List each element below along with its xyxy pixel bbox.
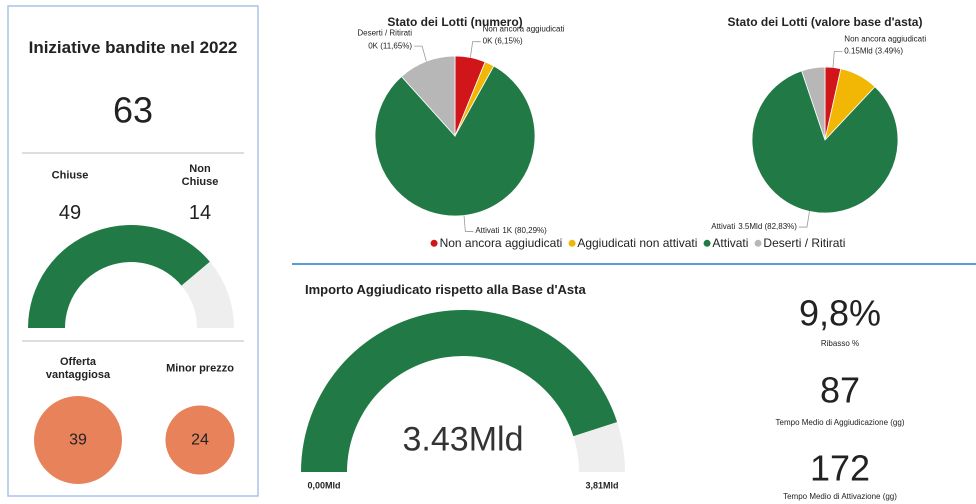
slice-value-label: 0.15Mld (3.49%): [844, 46, 903, 56]
pie-slice: [801, 66, 826, 141]
pie-slice: [400, 55, 456, 138]
slice-name: Non ancora aggiudicati: [482, 23, 565, 33]
legend-swatch: [430, 239, 438, 247]
legend-item: Deserti / Ritirati: [754, 236, 845, 250]
legend-swatch: [754, 239, 762, 247]
gauge-tick-label: 0,00Mld: [307, 480, 341, 491]
category-label: Non Chiuse: [181, 162, 219, 188]
slice-name: Attivati: [711, 222, 736, 232]
slice-value-label: 0K (6,15%): [482, 36, 523, 46]
category-value: 14: [188, 202, 212, 224]
slice-value-label: 0K (11,65%): [368, 40, 413, 50]
gauge-tick-label: 3,81Mld: [585, 480, 619, 491]
kpi-label: Ribasso %: [820, 339, 860, 349]
category-value: 49: [58, 202, 82, 224]
legend-label: Attivati: [712, 235, 749, 250]
bubble: [165, 405, 235, 475]
kpi-value: 9,8%: [798, 292, 882, 334]
bubble: [34, 396, 122, 484]
pie-slice: [374, 65, 536, 217]
leader-line: [469, 41, 481, 58]
legend-swatch: [703, 239, 711, 247]
kpi-value: 87: [819, 369, 861, 411]
total: 63: [112, 89, 154, 131]
bubble-value: 24: [191, 431, 209, 449]
legend: Non ancora aggiudicati Aggiudicati non at…: [430, 235, 845, 250]
gauge-arc: [28, 225, 210, 328]
slice-value-label: 3.5Mld (82,83%): [738, 222, 797, 232]
leader-line: [463, 215, 474, 232]
gauge-track: [573, 422, 625, 472]
legend-label: Non ancora aggiudicati: [439, 235, 563, 250]
legend-item: Aggiudicati non attivati: [568, 236, 697, 250]
gauge-arc: [181, 261, 234, 328]
slice-value-label: 1K (80,29%): [502, 226, 547, 236]
slice-label: Attivati 3.5Mld (82,83%): [711, 222, 797, 232]
gauge-value: 3.43Mld: [402, 420, 524, 459]
gauge-title: Importo Aggiudicato rispetto alla Base d…: [305, 282, 586, 297]
leader-line: [414, 45, 427, 62]
kpi-label: Tempo Medio di Aggiudicazione (gg): [775, 418, 905, 428]
category-label: Offerta vantaggiosa: [45, 355, 111, 381]
kpi-label: Tempo Medio di Attivazione (gg): [783, 492, 897, 502]
legend-item: Non ancora aggiudicati: [430, 235, 563, 250]
slice-label: Non ancora aggiudicati 0.15Mld (3.49%): [844, 34, 926, 56]
legend-item: Attivati: [703, 236, 748, 250]
slice-name: Deserti / Ritirati: [357, 28, 413, 38]
bubble-value: 39: [69, 431, 87, 449]
slice-name: Non ancora aggiudicati: [844, 33, 927, 43]
panel-title: Iniziative bandite nel 2022: [28, 37, 238, 57]
gauge-arc: [301, 310, 618, 472]
kpi-value: 172: [809, 447, 871, 489]
pie-title: Stato dei Lotti (valore base d'asta): [727, 14, 923, 29]
slice-label: Attivati 1K (80,29%): [475, 227, 546, 237]
slice-label: Deserti / Ritirati 0K (11,65%): [357, 28, 412, 50]
category-label: Chiuse: [51, 169, 89, 182]
left-panel: [7, 5, 259, 497]
pie-title: Stato dei Lotti (numero): [387, 14, 523, 29]
slice-name: Attivati: [475, 226, 500, 236]
legend-label: Deserti / Ritirati: [763, 235, 846, 250]
legend-swatch: [568, 239, 576, 247]
legend-label: Aggiudicati non attivati: [577, 235, 698, 250]
leader-line: [798, 211, 810, 228]
slice-label: Non ancora aggiudicati 0K (6,15%): [483, 24, 565, 46]
leader-line: [832, 51, 843, 68]
category-label: Minor prezzo: [166, 362, 234, 375]
